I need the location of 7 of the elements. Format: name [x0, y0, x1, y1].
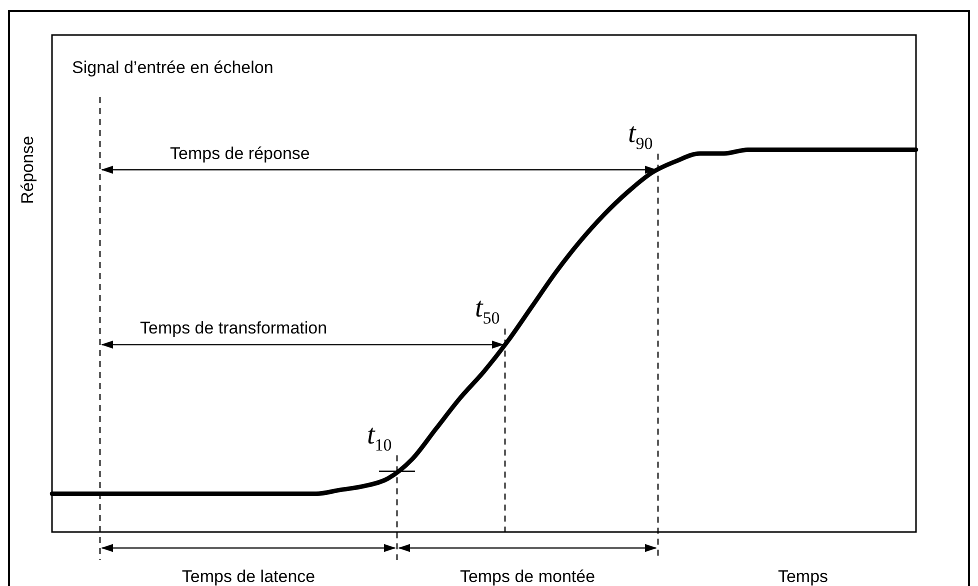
annotation: Temps de transformation [140, 318, 328, 338]
y-axis-title: Réponse [18, 136, 37, 204]
text: Temps de latence [182, 567, 316, 586]
x-axis-title: Temps [778, 567, 828, 586]
annotation: Temps de réponse [170, 144, 310, 163]
text: Temps de montée [460, 567, 596, 586]
text: Signal d’entrée en échelon [72, 58, 274, 77]
